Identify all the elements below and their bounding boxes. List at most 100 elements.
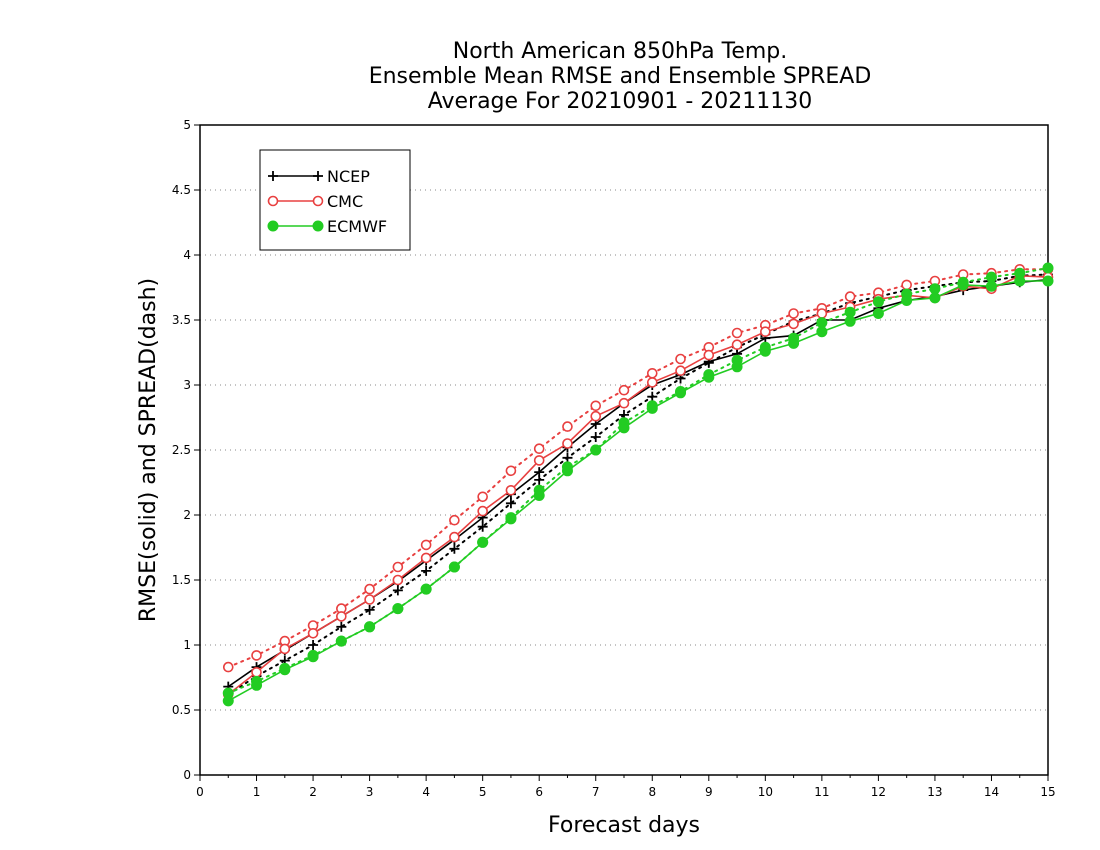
y-tick-label: 1	[183, 638, 191, 652]
ecmwf-spread-point	[844, 306, 856, 318]
ecmwf-rmse-point	[251, 679, 263, 691]
legend-item-ncep: NCEP	[268, 167, 370, 186]
legend-box	[259, 149, 411, 251]
cmc-spread-point	[731, 327, 743, 339]
ecmwf-rmse-point	[590, 444, 602, 456]
ecmwf-rmse-point	[703, 371, 715, 383]
ecmwf-rmse-point	[477, 536, 489, 548]
y-tick-label: 5	[183, 118, 191, 132]
cmc-rmse-point	[251, 666, 262, 678]
ecmwf-rmse-point	[505, 513, 517, 525]
legend-label: CMC	[327, 192, 363, 211]
cmc-rmse-point	[449, 531, 460, 543]
ncep-spread-point	[647, 391, 658, 402]
x-tick-label: 7	[592, 785, 600, 799]
ecmwf-spread-point	[985, 271, 997, 283]
legend-marker	[267, 195, 279, 207]
cmc-spread-point	[562, 421, 573, 432]
y-tick-label: 2.5	[172, 443, 191, 457]
ecmwf-rmse-line	[227, 280, 1048, 702]
x-tick-label: 14	[984, 785, 999, 799]
cmc-rmse-point	[731, 339, 743, 351]
x-tick-label: 15	[1040, 785, 1055, 799]
legend: NCEP CMC ECMWF	[259, 149, 411, 251]
cmc-rmse-point	[364, 594, 375, 605]
cmc-spread-point	[901, 279, 912, 291]
x-tick-label: 0	[196, 785, 204, 799]
ncep-spread-point	[336, 621, 347, 632]
cmc-rmse-point	[816, 308, 828, 319]
y-tick-label: 4	[183, 248, 191, 262]
ecmwf-rmse-point	[279, 664, 291, 676]
ecmwf-rmse-point	[1042, 275, 1054, 287]
y-tick-label: 2	[183, 508, 191, 522]
ncep-spread-point	[505, 498, 516, 509]
ecmwf-rmse-point	[335, 635, 347, 647]
x-tick-label: 13	[927, 785, 942, 799]
cmc-spread-point	[533, 443, 545, 455]
cmc-spread-point	[505, 465, 517, 477]
ecmwf-rmse-point	[533, 490, 545, 501]
x-tick-label: 2	[309, 785, 317, 799]
cmc-spread-point	[844, 291, 856, 302]
cmc-rmse-point	[533, 455, 545, 466]
title-line: Average For 20210901 - 20211130	[428, 89, 813, 114]
x-tick-label: 10	[758, 785, 773, 799]
cmc-rmse-point	[279, 643, 291, 655]
legend-marker	[268, 171, 278, 181]
legend-label: NCEP	[327, 167, 370, 186]
cmc-spread-point	[222, 661, 234, 673]
x-tick-label: 9	[705, 785, 713, 799]
ecmwf-spread-point	[1042, 262, 1054, 274]
ecmwf-rmse-point	[561, 465, 573, 477]
ncep-spread-point	[421, 565, 432, 576]
y-axis-label: RMSE(solid) and SPREAD(dash)	[136, 278, 161, 622]
ecmwf-rmse-point	[222, 695, 234, 707]
ncep-spread-point	[477, 521, 488, 532]
legend-item-ecmwf: ECMWF	[267, 217, 387, 236]
ecmwf-rmse-point	[420, 583, 432, 595]
ecmwf-spread-point	[929, 283, 941, 295]
ecmwf-rmse-point	[364, 621, 376, 633]
cmc-rmse-line	[227, 274, 1049, 696]
ncep-rmse-line	[227, 278, 1049, 688]
cmc-spread-point	[420, 539, 432, 551]
y-axis-ticks: 0 0.5 1 1.5 2 2.5 3 3.5 4 4.5 5	[172, 118, 200, 782]
cmc-spread-point	[675, 353, 686, 365]
x-tick-label: 8	[648, 785, 656, 799]
cmc-rmse-point	[590, 410, 602, 422]
cmc-spread-point	[618, 384, 630, 396]
ecmwf-rmse-point	[901, 295, 913, 306]
title-line: Ensemble Mean RMSE and Ensemble SPREAD	[369, 64, 872, 89]
ncep-rmse-point	[534, 467, 545, 478]
ecmwf-rmse-point	[646, 402, 658, 414]
ecmwf-spread-point	[872, 296, 884, 308]
ecmwf-spread-line	[227, 267, 1049, 695]
legend-marker	[267, 220, 279, 232]
cmc-spread-point	[477, 491, 488, 503]
cmc-spread-point	[449, 514, 460, 526]
x-axis-ticks: 0 1 2 3 4 5 6 7 8 9 10 11 12 13 14 15	[196, 775, 1056, 799]
ecmwf-rmse-point	[307, 651, 319, 663]
ncep-spread-point	[449, 543, 460, 554]
ecmwf-rmse-point	[675, 387, 687, 399]
chart-title: North American 850hPa Temp.Ensemble Mean…	[369, 39, 872, 114]
ecmwf-spread-point	[816, 317, 828, 329]
x-tick-label: 6	[535, 785, 543, 799]
cmc-spread-point	[590, 400, 602, 412]
ncep-spread-line	[227, 273, 1049, 696]
cmc-rmse-point	[420, 552, 432, 564]
ncep-spread-point	[364, 604, 375, 615]
cmc-rmse-point	[562, 438, 573, 449]
cmc-rmse-point	[505, 484, 517, 496]
title-line: North American 850hPa Temp.	[453, 39, 788, 64]
y-tick-label: 0.5	[172, 703, 191, 717]
ecmwf-rmse-point	[448, 561, 460, 573]
y-tick-label: 3.5	[172, 313, 191, 327]
x-axis-label: Forecast days	[548, 813, 700, 838]
x-tick-label: 11	[814, 785, 829, 799]
x-tick-label: 1	[253, 785, 261, 799]
cmc-spread-point	[364, 583, 375, 595]
ncep-spread-point	[590, 432, 601, 442]
